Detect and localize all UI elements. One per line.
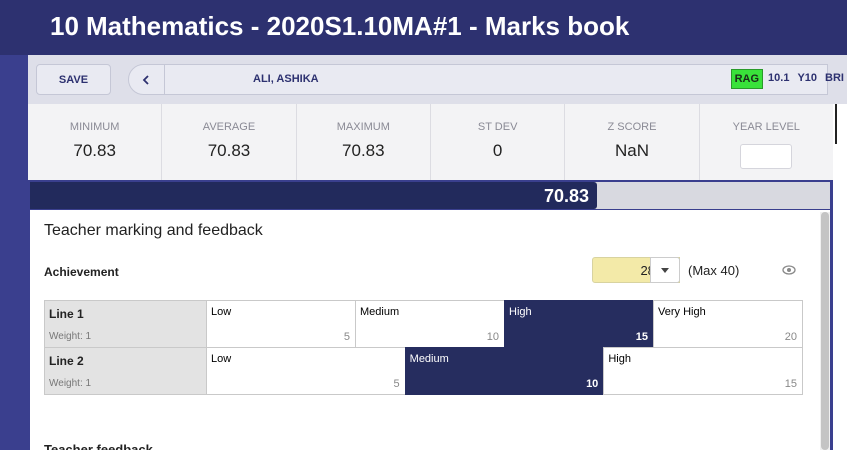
class-number: 10 — [50, 11, 79, 41]
panel-heading: Teacher marking and feedback — [44, 222, 263, 239]
back-arrow — [142, 74, 149, 85]
progress-bar: 70.83 — [30, 182, 597, 209]
row-weight: Weight: 1 — [49, 331, 92, 342]
stat-value: 70.83 — [342, 141, 385, 160]
level-label: High — [509, 306, 532, 318]
stat-cell: MINIMUM 70.83 — [28, 104, 163, 180]
student-name: ALI, ASHIKA — [253, 73, 319, 85]
stat-cell: MAXIMUM 70.83 — [297, 104, 431, 180]
feedback-panel: Teacher marking and feedback Achievement… — [30, 210, 830, 450]
level-label: Medium — [409, 353, 449, 365]
stat-label: ST DEV — [477, 121, 518, 133]
dropdown-caret — [661, 267, 669, 273]
stat-cell: YEAR LEVEL — [700, 104, 833, 180]
level-label: Medium — [360, 306, 400, 318]
row-name: Line 2 — [49, 354, 84, 368]
rubric-level[interactable]: High 15 — [603, 347, 803, 395]
stat-value: 70.83 — [207, 141, 251, 160]
rubric-level[interactable]: Medium 10 — [355, 300, 505, 348]
tag-list: RAG 10.1 Y10 BRI — [730, 69, 847, 89]
stat-label: MAXIMUM — [336, 121, 390, 133]
level-points: 10 — [586, 378, 599, 390]
rubric-level[interactable]: Very High 20 — [653, 300, 803, 348]
level-points: 15 — [784, 378, 797, 390]
page-title: Mathematics - 2020S1.10MA#1 - Marks book — [86, 11, 630, 41]
right-edge — [833, 104, 847, 450]
row-weight: Weight: 1 — [49, 378, 92, 389]
level-points: 5 — [393, 378, 400, 390]
toolbar: SAVE ALI, ASHIKA RAG 10.1 Y10 BRI — [28, 55, 847, 104]
rubric-level[interactable]: Low 5 — [206, 347, 406, 395]
stat-label: Z SCORE — [607, 121, 657, 133]
rubric-row-name: Line 1 Weight: 1 — [44, 300, 207, 348]
level-points: 5 — [343, 331, 350, 343]
scrollbar[interactable] — [820, 212, 830, 450]
score-dropdown[interactable] — [650, 257, 680, 283]
rubric-level[interactable]: Low 5 — [206, 300, 356, 348]
tag[interactable]: 10.1 — [768, 72, 790, 84]
progress-value: 70.83 — [543, 186, 589, 206]
max-score: (Max 40) — [688, 263, 740, 278]
tag[interactable]: RAG — [730, 69, 764, 89]
level-points: 15 — [635, 331, 648, 343]
stat-cell: ST DEV 0 — [431, 104, 566, 180]
year-level-input[interactable] — [740, 144, 793, 169]
progress-track: 70.83 — [30, 182, 830, 209]
stat-label: AVERAGE — [202, 121, 256, 133]
feedback-heading: Teacher feedback — [44, 442, 153, 450]
level-points: 20 — [784, 331, 797, 343]
visibility-icon[interactable] — [782, 264, 796, 276]
stat-value: 0 — [492, 141, 503, 160]
level-label: Low — [211, 353, 232, 365]
stat-cell: Z SCORE NaN — [565, 104, 700, 180]
header: 10 Mathematics - 2020S1.10MA#1 - Marks b… — [0, 0, 847, 55]
level-label: High — [608, 353, 631, 365]
save-button[interactable]: SAVE — [36, 64, 111, 95]
rubric-level[interactable]: Medium 10 — [404, 347, 605, 395]
rubric-level[interactable]: High 15 — [504, 300, 654, 348]
tag[interactable]: Y10 — [797, 72, 818, 84]
stat-label: MINIMUM — [69, 121, 120, 133]
back-button[interactable] — [129, 65, 165, 94]
level-label: Low — [211, 306, 232, 318]
stat-value: NaN — [614, 141, 649, 160]
tag[interactable]: BRI — [825, 72, 844, 84]
level-points: 10 — [486, 331, 499, 343]
stats-row: MINIMUM 70.83 AVERAGE 70.83 MAXIMUM 70.83 ST D… — [28, 104, 833, 180]
stat-label: YEAR LEVEL — [732, 121, 800, 133]
achievement-label: Achievement — [44, 265, 119, 279]
student-nav: ALI, ASHIKA — [128, 64, 828, 95]
stat-cell: AVERAGE 70.83 — [162, 104, 297, 180]
scroll-thumb[interactable] — [821, 212, 829, 450]
rubric-row-name: Line 2 Weight: 1 — [44, 347, 207, 395]
stat-value: 70.83 — [73, 141, 116, 160]
rubric: Line 1 Weight: 1 Low 5 Medium 10 High 15 Very Hi… — [44, 300, 803, 395]
divider — [835, 104, 837, 144]
row-name: Line 1 — [49, 307, 84, 321]
level-label: Very High — [658, 306, 706, 318]
